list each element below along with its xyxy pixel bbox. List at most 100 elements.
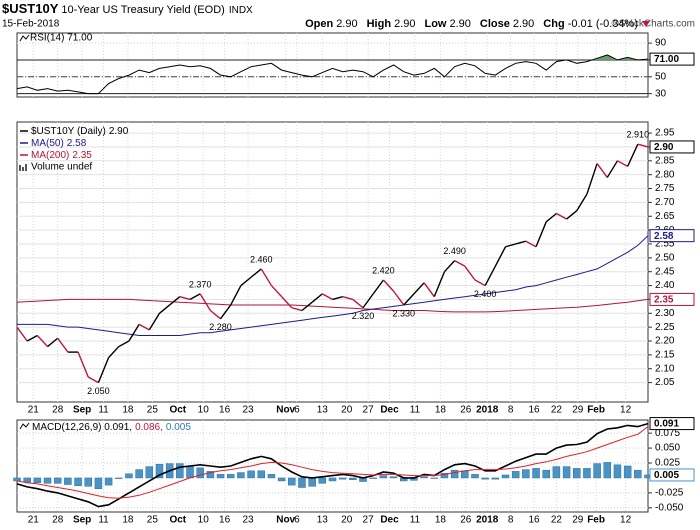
price-segment — [606, 160, 619, 178]
x-tick-label: 28 — [52, 515, 64, 526]
price-segment — [403, 293, 415, 306]
price-segment — [199, 293, 211, 311]
price-segment — [57, 337, 69, 353]
value-box-label: 0.091 — [654, 419, 679, 430]
histogram-bar — [176, 463, 184, 479]
y-tick-label: 2.85 — [655, 155, 675, 166]
histogram-bar — [542, 469, 550, 479]
quote: Open 2.90 High 2.90 Low 2.90 Close 2.90 Chg -0.01… — [305, 18, 638, 30]
x-tick-label: 2018 — [476, 515, 499, 526]
price-segment — [545, 212, 557, 223]
histogram-bar — [125, 473, 133, 479]
histogram-bar — [440, 472, 449, 479]
histogram-bar — [420, 476, 428, 479]
histogram-bar — [115, 477, 123, 479]
x-tick-label: 16 — [528, 515, 540, 526]
x-tick-label: Dec — [380, 515, 399, 526]
y-tick-label: 2.65 — [655, 211, 675, 222]
histogram-bar — [623, 465, 632, 479]
x-tick-label: 23 — [242, 405, 254, 416]
price-segment — [26, 334, 38, 342]
macd-line — [16, 426, 649, 499]
price-segment — [464, 265, 476, 281]
histogram-bar — [634, 469, 642, 479]
x-tick-label: 12 — [620, 515, 632, 526]
price-segment — [230, 285, 242, 306]
quote-value: 2.90 — [513, 18, 534, 30]
histogram-bar — [603, 462, 612, 479]
histogram-bar — [491, 477, 500, 480]
x-tick-label: Nov — [276, 405, 295, 416]
legend-icon — [19, 34, 30, 42]
price-segment — [617, 160, 628, 167]
macd-legend: MACD(12,26,9) 0.091, 0.086, 0.005 — [32, 422, 191, 433]
x-tick-label: 27 — [363, 515, 375, 526]
histogram-bar — [522, 469, 530, 479]
rsi-overbought-fill — [566, 54, 648, 60]
price-segment — [311, 293, 323, 303]
legend-name: $UST10Y (Daily) — [31, 126, 106, 137]
histogram-bar — [206, 471, 215, 479]
price-segment — [118, 340, 130, 348]
histogram-bar — [511, 471, 520, 479]
price-segment — [47, 337, 59, 348]
y-tick-label: 0.050 — [655, 443, 680, 454]
ma-line — [16, 298, 649, 313]
price-segment — [179, 295, 191, 301]
x-tick-label: 26 — [460, 405, 472, 416]
histogram-bar — [583, 468, 591, 479]
price-annotation: 2.280 — [209, 322, 232, 332]
histogram-bar — [471, 474, 479, 479]
y-tick-label: 2.95 — [655, 128, 675, 139]
y-tick-label: 2.20 — [655, 336, 675, 347]
histogram-bar — [53, 477, 62, 484]
histogram-bar — [104, 477, 113, 486]
price-segment — [250, 268, 262, 278]
x-tick-label: Feb — [587, 405, 605, 416]
price-segment — [240, 276, 252, 287]
y-tick-label: 2.10 — [655, 363, 675, 374]
price-segment — [270, 285, 283, 298]
value-box-label: 71.00 — [654, 54, 679, 65]
x-tick-label: 27 — [363, 405, 375, 416]
price-segment — [301, 301, 313, 312]
histogram-bar — [145, 466, 154, 479]
price-annotation: 2.910 — [627, 130, 650, 140]
x-tick-label: 18 — [122, 515, 134, 526]
x-tick-label: 18 — [435, 405, 447, 416]
chart-header: $UST10Y 10-Year US Treasury Yield (EOD) IN… — [2, 1, 253, 16]
price-segment — [454, 259, 466, 267]
quote-label: Low — [424, 18, 446, 30]
price-annotation: 2.490 — [443, 246, 466, 256]
price-segment — [443, 260, 456, 273]
x-tick-label: 21 — [28, 515, 40, 526]
symbol: $UST10Y — [2, 1, 59, 16]
price-segment — [77, 351, 89, 378]
histogram-bar — [532, 468, 540, 479]
price-annotation: 2.420 — [372, 265, 395, 275]
price-segment — [637, 143, 649, 148]
y-tick-label: 2.70 — [655, 197, 675, 208]
price-segment — [128, 324, 140, 342]
histogram-bar — [247, 470, 255, 479]
x-tick-label: Oct — [169, 515, 186, 526]
panel-frame — [16, 32, 649, 98]
histogram-bar — [552, 466, 561, 479]
histogram-bar — [74, 477, 82, 486]
price-segment — [413, 282, 425, 295]
price-segment — [566, 210, 578, 220]
histogram-bar — [135, 469, 143, 479]
quote-value: -0.01 (-0.34%) — [568, 18, 638, 30]
x-tick-label: 22 — [551, 405, 563, 416]
histogram-bar — [23, 477, 31, 483]
histogram-bar — [328, 477, 337, 482]
y-tick-label: 2.25 — [655, 322, 675, 333]
histogram-bar — [461, 470, 469, 479]
price-segment — [525, 240, 537, 248]
x-tick-label: 10 — [198, 515, 210, 526]
price-segment — [332, 295, 343, 301]
price-annotation: 2.460 — [250, 254, 273, 264]
value-box — [649, 468, 695, 482]
description: 10-Year US Treasury Yield (EOD) — [61, 4, 224, 16]
